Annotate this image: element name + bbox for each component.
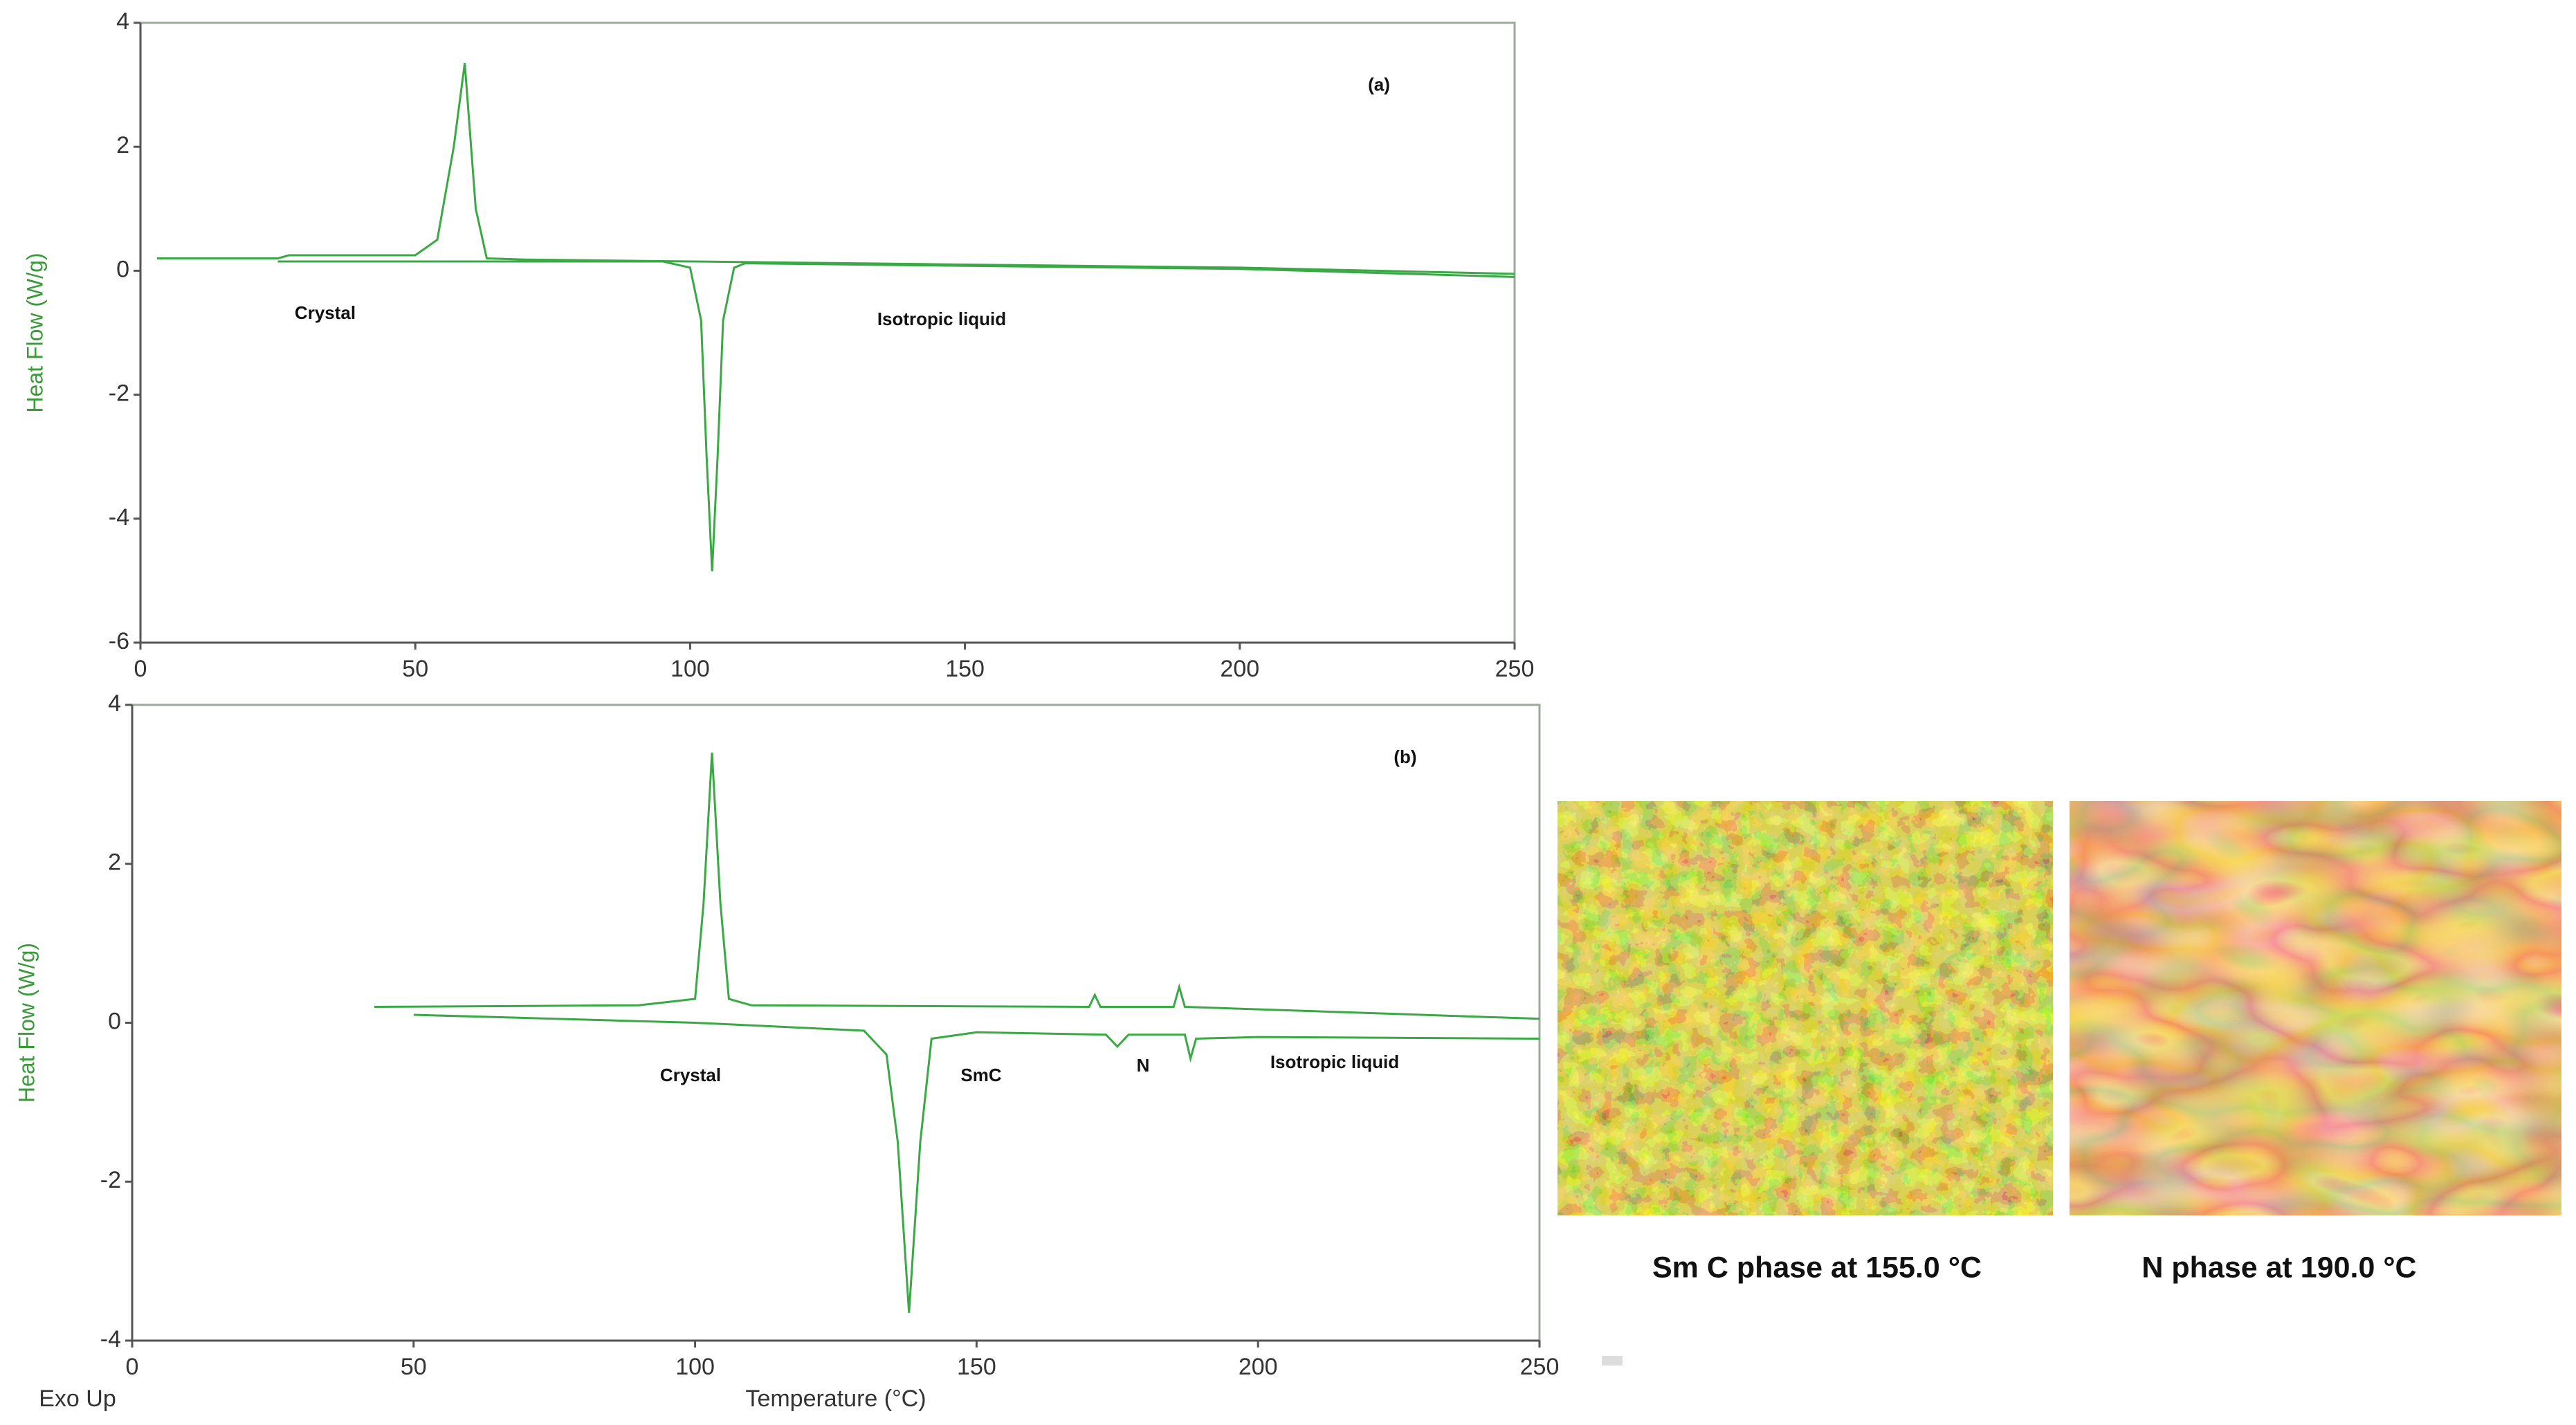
- image-caption: N phase at 190.0 °C: [2141, 1251, 2416, 1284]
- plot-frame: [139, 21, 1516, 644]
- x-tick-label: 150: [957, 1354, 996, 1380]
- x-axis-label: Temperature (°C): [745, 1386, 926, 1412]
- annotation: Crystal: [295, 302, 356, 323]
- x-tick-label: 50: [402, 656, 428, 682]
- x-tick-label: 250: [1520, 1354, 1560, 1380]
- heat-flow-curve: [413, 1013, 1540, 1313]
- y-tick-label: 0: [108, 1008, 121, 1034]
- plot-frame: [131, 704, 1541, 1342]
- y-tick-label: 4: [116, 8, 129, 35]
- y-tick-label: 0: [116, 256, 129, 282]
- y-tick-label: -6: [109, 628, 129, 654]
- marker: [1602, 1356, 1623, 1366]
- x-tick-label: 200: [1220, 656, 1259, 682]
- y-tick-label: -4: [109, 504, 129, 531]
- annotation: Isotropic liquid: [1270, 1051, 1399, 1072]
- heat-flow-curve: [277, 260, 1515, 572]
- y-tick-label: 2: [116, 132, 129, 158]
- annotation: (a): [1368, 74, 1390, 95]
- annotation: Isotropic liquid: [877, 309, 1006, 329]
- x-tick-label: 200: [1239, 1354, 1278, 1380]
- y-tick-label: -2: [100, 1167, 121, 1193]
- x-tick-label: 150: [945, 656, 985, 682]
- x-tick-label: 50: [401, 1354, 427, 1380]
- heat-flow-curve: [374, 752, 1540, 1020]
- x-tick-label: 0: [134, 656, 147, 682]
- x-tick-label: 0: [126, 1354, 139, 1380]
- y-tick-label: 2: [108, 849, 121, 876]
- annotation: (b): [1394, 746, 1416, 767]
- annotation: N: [1137, 1055, 1150, 1076]
- y-axis-label: Heat Flow (W/g): [22, 252, 47, 412]
- image-caption: Sm C phase at 155.0 °C: [1652, 1251, 1982, 1284]
- annotation: Crystal: [660, 1065, 721, 1085]
- smc-micrograph: [1558, 801, 2053, 1215]
- y-tick-label: 4: [108, 690, 121, 717]
- annotation: SmC: [960, 1065, 1001, 1085]
- nematic-micrograph: [2070, 801, 2561, 1215]
- heat-flow-curve: [156, 63, 1515, 275]
- y-tick-label: -2: [109, 380, 129, 407]
- y-tick-label: -4: [100, 1326, 121, 1352]
- x-tick-label: 100: [675, 1354, 715, 1380]
- x-tick-label: 100: [670, 656, 710, 682]
- y-axis-label: Heat Flow (W/g): [14, 943, 39, 1103]
- x-tick-label: 250: [1495, 656, 1535, 682]
- exo-note: Exo Up: [39, 1386, 116, 1412]
